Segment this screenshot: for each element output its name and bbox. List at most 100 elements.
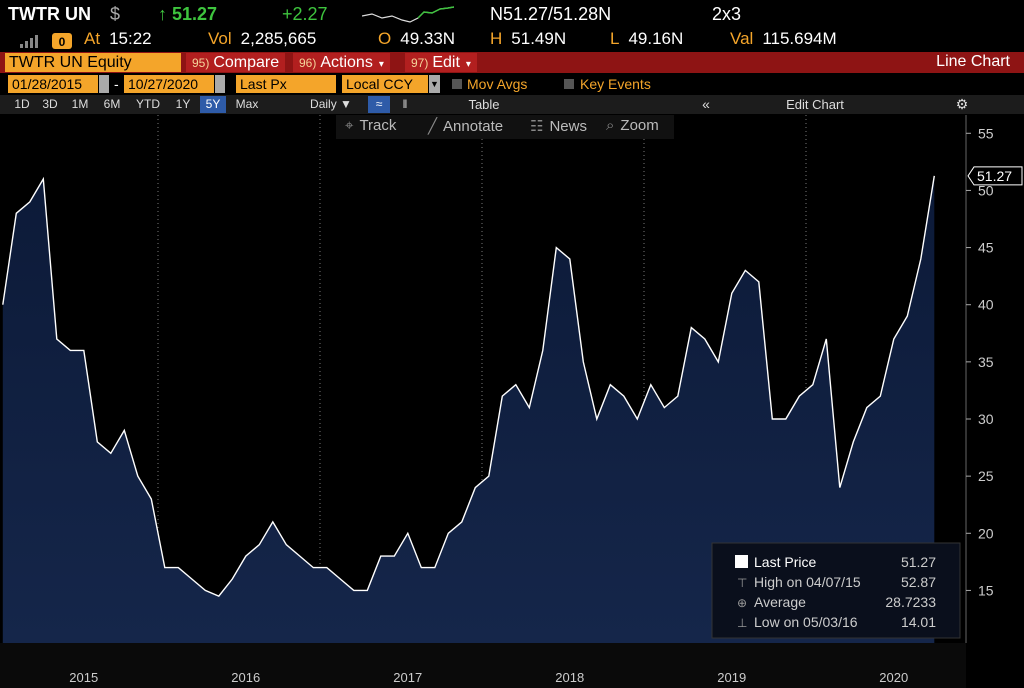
- dropdown-arrow[interactable]: ▼: [429, 75, 440, 93]
- period-button[interactable]: 1M: [71, 97, 89, 111]
- x-tick-label: 2020: [879, 670, 908, 685]
- stat-value: 2,285,665: [240, 29, 317, 48]
- start-date[interactable]: 01/28/2015: [8, 75, 98, 93]
- end-date[interactable]: 10/27/2020: [124, 75, 214, 93]
- field-select[interactable]: Last Px: [236, 75, 336, 93]
- calendar-icon[interactable]: [99, 75, 109, 93]
- tool-label: Annotate: [443, 118, 504, 135]
- legend-swatch: [735, 555, 748, 568]
- tool-icon: ⌖: [345, 117, 354, 134]
- y-tick-label: 30: [978, 411, 994, 427]
- legend-icon: ⊤: [737, 576, 747, 590]
- price-tag-label: 51.27: [977, 168, 1012, 184]
- period-button[interactable]: 3D: [42, 97, 58, 111]
- settings-icon[interactable]: ⚙: [955, 96, 969, 112]
- legend-label: Last Price: [754, 554, 816, 570]
- price-tag: [967, 166, 1023, 186]
- button-label: Compare: [213, 54, 280, 71]
- dropdown-arrow: ▾: [465, 59, 471, 70]
- tool-icon: ╱: [428, 118, 438, 135]
- y-tick-label: 45: [978, 240, 994, 256]
- tool-label: Zoom: [620, 117, 659, 134]
- stat-value: 49.16N: [628, 29, 684, 48]
- ccy-select[interactable]: Local CCY: [342, 75, 428, 93]
- y-tick-label: 55: [978, 125, 994, 141]
- checkbox[interactable]: [452, 79, 462, 89]
- tool-label: News: [549, 118, 587, 135]
- button-number: 97): [411, 56, 429, 70]
- button-number: 96): [299, 56, 317, 70]
- button-label: Actions: [320, 54, 373, 71]
- chart-tool[interactable]: ☷ News: [530, 117, 587, 135]
- x-tick-label: 2017: [393, 670, 422, 685]
- x-tick-label: 2018: [555, 670, 584, 685]
- chart-tool[interactable]: ⌖ Track: [345, 117, 396, 134]
- function-title: Line Chart: [936, 53, 1010, 70]
- stat: O 49.33N: [378, 29, 455, 49]
- period-button[interactable]: YTD: [136, 97, 160, 111]
- price-area: [2, 175, 935, 643]
- bid-ask: N51.27/51.28N: [490, 4, 612, 24]
- period-button[interactable]: 6M: [103, 97, 121, 111]
- tool-label: Track: [359, 117, 397, 134]
- stat-label: L: [610, 29, 620, 48]
- stat-label: O: [378, 29, 392, 48]
- stat: Val 115.694M: [730, 29, 837, 49]
- security-field[interactable]: TWTR UN Equity: [5, 53, 181, 72]
- legend-icon: ⊕: [737, 596, 747, 610]
- key-events[interactable]: Key Events: [580, 76, 651, 92]
- legend-box: [711, 542, 961, 639]
- period-button[interactable]: 5Y: [200, 96, 226, 113]
- tool-icon: ☷: [530, 118, 544, 135]
- stat-label: H: [490, 29, 503, 48]
- signal-icons: 0: [20, 33, 72, 49]
- table-button[interactable]: Table: [468, 97, 500, 112]
- y-tick-label: 20: [978, 525, 994, 541]
- chart-tool[interactable]: ╱ Annotate: [428, 117, 503, 135]
- stat-value: 51.49N: [511, 29, 567, 48]
- ticker: TWTR UN: [8, 4, 91, 24]
- date-dash: -: [114, 76, 119, 92]
- frequency-select[interactable]: Daily ▼: [310, 97, 352, 111]
- edit-chart-button[interactable]: Edit Chart: [786, 97, 844, 112]
- stat-value: 49.33N: [400, 29, 456, 48]
- y-tick-label: 15: [978, 582, 994, 598]
- period-button[interactable]: Max: [235, 97, 259, 111]
- legend-icon: ⊥: [737, 616, 747, 630]
- collapse-button[interactable]: «: [702, 96, 710, 112]
- last-price: 51.27: [172, 4, 218, 24]
- chart-tool[interactable]: ⌕ Zoom: [606, 117, 659, 134]
- stat-value: 15:22: [109, 29, 152, 48]
- frequency: Daily: [310, 97, 337, 111]
- legend-label: Low on 05/03/16: [754, 614, 858, 630]
- chart-type-icon[interactable]: ≈: [368, 96, 390, 113]
- up-arrow: ↑: [158, 4, 167, 24]
- toolbar-button[interactable]: 96) Actions ▾: [293, 53, 390, 72]
- bar-type-icon[interactable]: ‖: [402, 97, 408, 111]
- legend-value: 51.27: [901, 554, 936, 570]
- mov-avgs[interactable]: Mov Avgs: [467, 76, 528, 92]
- period-button[interactable]: 1D: [14, 97, 30, 111]
- legend-value: 14.01: [901, 614, 936, 630]
- checkbox[interactable]: [564, 79, 574, 89]
- y-tick-label: 25: [978, 468, 994, 484]
- legend-value: 28.7233: [885, 594, 936, 610]
- stat-label: At: [84, 29, 101, 48]
- stat: Vol 2,285,665: [208, 29, 316, 49]
- toolbar-button[interactable]: 95) Compare: [186, 53, 286, 72]
- button-number: 95): [192, 56, 210, 70]
- period-button[interactable]: 1Y: [175, 97, 191, 111]
- toolbar-button[interactable]: 97) Edit ▾: [405, 53, 477, 72]
- period-bar: [0, 95, 1024, 114]
- legend-value: 52.87: [901, 574, 936, 590]
- calendar-icon[interactable]: [215, 75, 225, 93]
- dropdown-arrow: ▾: [378, 59, 384, 70]
- tool-icon: ⌕: [606, 117, 615, 134]
- y-tick-label: 40: [978, 297, 994, 313]
- button-label: Edit: [432, 54, 460, 71]
- tools-bg: [336, 115, 674, 139]
- stat: L 49.16N: [610, 29, 683, 49]
- x-tick-label: 2019: [717, 670, 746, 685]
